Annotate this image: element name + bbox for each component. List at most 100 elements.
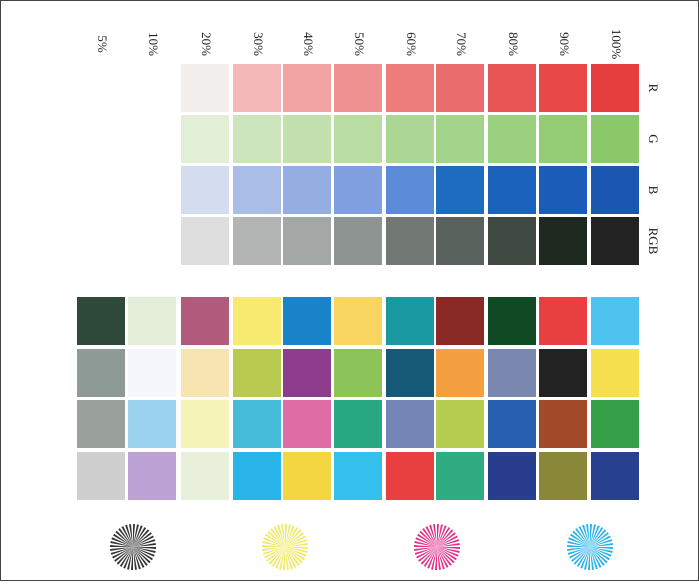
starburst	[414, 524, 460, 570]
starburst-wedge	[130, 547, 133, 570]
starburst-wedge	[262, 544, 285, 547]
color-patch	[233, 452, 281, 500]
color-patch	[233, 400, 281, 448]
column-label: 90%	[557, 32, 572, 56]
starburst-wedge	[121, 526, 133, 547]
color-patch	[181, 349, 229, 397]
tint-swatch	[334, 217, 382, 265]
starburst-wedge	[268, 547, 285, 565]
tint-swatch	[283, 64, 331, 112]
starburst-wedge	[422, 528, 437, 547]
starburst-wedge	[133, 543, 156, 547]
tint-swatch	[334, 64, 382, 112]
tint-swatch	[539, 166, 587, 214]
starburst-wedge	[578, 526, 590, 547]
starburst-wedge	[285, 547, 289, 570]
starburst-wedge	[262, 547, 285, 551]
starburst-wedge	[567, 547, 590, 555]
starburst-wedge	[110, 541, 133, 547]
starburst-wedge	[285, 547, 305, 561]
starburst-wedge	[420, 547, 437, 565]
color-patch	[591, 297, 639, 345]
starburst-wedge	[113, 533, 133, 547]
starburst-wedge	[133, 547, 155, 557]
starburst-wedge	[437, 535, 458, 547]
starburst-wedge	[418, 547, 437, 562]
starburst-wedge	[279, 547, 285, 570]
starburst-wedge	[590, 524, 596, 547]
tint-swatch	[591, 115, 639, 163]
column-label: 10%	[146, 32, 161, 56]
starburst-wedge	[572, 530, 590, 547]
starburst-wedge	[580, 547, 590, 569]
column-label: 60%	[404, 32, 419, 56]
color-patch	[386, 452, 434, 500]
tint-swatch	[233, 64, 281, 112]
starburst-wedge	[590, 532, 609, 547]
starburst-wedge	[285, 524, 291, 547]
starburst-wedge	[285, 524, 288, 547]
tint-swatch	[386, 217, 434, 265]
starburst-wedge	[110, 547, 133, 551]
starburst-wedge	[133, 539, 156, 547]
column-label: 80%	[506, 32, 521, 56]
starburst-wedge	[437, 524, 440, 547]
starburst	[567, 524, 613, 570]
color-patch	[436, 400, 484, 448]
starburst-wedge	[576, 547, 590, 567]
tint-swatch	[233, 217, 281, 265]
starburst-wedge	[114, 547, 133, 562]
color-patch	[283, 452, 331, 500]
color-patch	[539, 452, 587, 500]
starburst-wedge	[590, 524, 593, 547]
color-patch	[283, 400, 331, 448]
starburst-wedge	[110, 547, 133, 555]
starburst-wedge	[115, 530, 133, 547]
color-patch	[181, 400, 229, 448]
starburst-wedge	[414, 544, 437, 547]
starburst-wedge	[262, 547, 285, 555]
starburst-wedge	[118, 528, 133, 547]
starburst-wedge	[273, 526, 285, 547]
starburst-wedge	[116, 547, 133, 565]
column-label: 5%	[95, 35, 110, 53]
starburst-wedge	[285, 543, 308, 547]
tint-swatch	[488, 166, 536, 214]
starburst-wedge	[437, 524, 443, 547]
starburst-wedge	[584, 547, 590, 570]
starburst-wedge	[567, 544, 590, 547]
starburst-wedge	[133, 525, 143, 547]
starburst-wedge	[437, 547, 445, 570]
starburst-wedge	[567, 547, 590, 551]
tint-swatch	[591, 166, 639, 214]
starburst-wedge	[285, 539, 308, 547]
starburst-wedge	[571, 547, 590, 562]
starburst-wedge	[419, 530, 437, 547]
tint-swatch	[488, 115, 536, 163]
starburst-wedge	[267, 530, 285, 547]
color-patch	[233, 349, 281, 397]
starburst-wedge	[285, 525, 295, 547]
starburst-wedge	[110, 544, 133, 547]
starburst-wedge	[119, 547, 133, 567]
starburst-wedge	[414, 547, 437, 555]
color-patch	[591, 452, 639, 500]
starburst-wedge	[437, 547, 460, 550]
starburst-wedge	[133, 524, 139, 547]
starburst-wedge	[125, 524, 133, 547]
tint-swatch	[283, 166, 331, 214]
column-label: 70%	[454, 32, 469, 56]
starburst-wedge	[285, 547, 307, 557]
tint-swatch	[539, 64, 587, 112]
starburst-wedge	[133, 532, 152, 547]
starburst-wedge	[417, 533, 437, 547]
starburst-wedge	[590, 547, 610, 561]
starburst-wedge	[133, 547, 148, 566]
color-patch	[77, 349, 125, 397]
starburst-wedge	[133, 524, 136, 547]
color-patch	[128, 400, 176, 448]
starburst-wedge	[285, 529, 302, 547]
row-label: B	[646, 186, 661, 195]
color-patch	[334, 349, 382, 397]
